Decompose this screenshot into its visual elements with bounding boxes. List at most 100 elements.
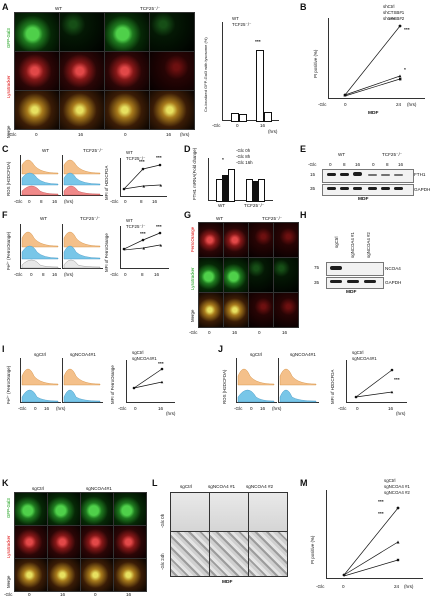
glc-label: -Glc <box>18 406 27 411</box>
micrograph <box>149 12 195 52</box>
protein-label: GAPDH <box>385 280 402 285</box>
bar <box>258 179 265 202</box>
time-label: 0 <box>208 330 211 335</box>
figure-caption: MDF <box>346 290 357 295</box>
time-label: 0 <box>124 272 127 277</box>
plot-frame <box>126 360 175 403</box>
panel-letter: H <box>300 210 307 220</box>
glc-label: -Glc <box>110 272 119 277</box>
band <box>364 280 376 283</box>
col-label-wt: WT <box>216 216 224 221</box>
band <box>340 173 349 176</box>
panel-letter: F <box>2 210 8 220</box>
time-label: 16 <box>126 592 132 597</box>
glc-label: -Glc <box>110 199 119 204</box>
band <box>381 174 390 176</box>
hrs-label: (hrs) <box>64 272 74 277</box>
time-label: 16 <box>52 272 58 277</box>
glc-label: -Glc <box>318 102 327 107</box>
micrograph <box>248 492 288 532</box>
legend-0h: -Glc 0h <box>236 148 251 153</box>
time-label: 16 <box>232 330 238 335</box>
col-label: sgNCOA4 #1 <box>208 484 236 489</box>
band <box>327 187 336 190</box>
col-label-wt: WT <box>40 216 48 221</box>
micrograph <box>273 257 299 293</box>
legend-sgncoa4-1: sgNCOA4 #1 <box>384 484 410 489</box>
plot-frame <box>222 22 279 121</box>
legend-ko: TCF25⁻/⁻ <box>126 156 146 161</box>
significance: *** <box>156 156 162 161</box>
time-label: 16 <box>52 199 58 204</box>
legend-shctsb1: shCTSB#1 <box>383 10 405 15</box>
plot-frame <box>328 18 425 99</box>
band <box>327 173 336 176</box>
hrs-label: (hrs) <box>56 406 66 411</box>
col-label-ko: TCF25⁻/⁻ <box>382 152 403 157</box>
micrograph <box>273 292 299 328</box>
significance: *** <box>255 40 261 45</box>
col-label-ko: TCF25⁻/⁻ <box>83 148 104 153</box>
protein-label: NCOA4 <box>385 266 401 271</box>
time-label: 0 <box>329 162 332 167</box>
legend-shctrl: shCtrl <box>383 4 395 9</box>
legend-shctsb2: shCTSB#2 <box>383 16 405 21</box>
glc-label: -Glc <box>308 162 317 167</box>
time-label: 16 <box>355 162 361 167</box>
panel-letter: K <box>2 478 9 488</box>
western-blot-fth1 <box>322 169 414 183</box>
western-blot-ncoa4 <box>326 262 384 276</box>
significance: *** <box>156 225 162 230</box>
significance: *** <box>389 18 395 23</box>
time-label: 8 <box>140 199 143 204</box>
legend-wt: WT <box>126 150 133 155</box>
plot-frame <box>120 226 169 269</box>
legend-8h: -Glc 8h <box>236 154 251 159</box>
time-label: 0 <box>34 406 37 411</box>
panel-letter: M <box>300 478 308 488</box>
time-label: 0 <box>28 199 31 204</box>
plot-frame <box>326 490 423 579</box>
col-label-ko: TCF25⁻/⁻ <box>140 6 161 11</box>
time-label: 16 <box>260 123 266 128</box>
mw-marker: 35 <box>314 280 320 285</box>
panel-letter: A <box>2 2 9 12</box>
band <box>368 187 377 190</box>
legend-wt: WT <box>126 218 133 223</box>
significance: *** <box>140 232 146 237</box>
time-label: 8 <box>141 272 144 277</box>
time-label: 16 <box>282 330 288 335</box>
glc-label: -Glc <box>14 199 23 204</box>
band <box>347 280 359 283</box>
time-label: 16 <box>44 406 50 411</box>
hrs-label: (hrs) <box>272 406 282 411</box>
panel-letter: B <box>300 2 307 12</box>
time-label: 0 <box>124 132 127 137</box>
col-label: sgNCOA4#1 <box>70 352 96 357</box>
bar <box>231 113 239 122</box>
time-label: 0 <box>258 330 261 335</box>
panel-letter: J <box>218 344 224 354</box>
bar <box>228 169 235 202</box>
legend-sgncoa4: sgNCOA4#1 <box>132 356 157 361</box>
hrs-label: (hrs) <box>64 199 74 204</box>
col-label: sgNCOA4#1 <box>290 352 316 357</box>
figure-caption: MDF <box>222 580 233 585</box>
col-label: sgCtrl <box>34 352 46 357</box>
band <box>330 266 342 270</box>
time-label: 0 <box>30 272 33 277</box>
micrograph <box>248 531 288 577</box>
micrograph <box>14 558 48 592</box>
panel-letter: D <box>184 144 191 154</box>
mw-marker: 75 <box>314 265 320 270</box>
micrograph <box>223 222 249 258</box>
micrograph <box>198 292 224 328</box>
panel-letter: G <box>184 210 192 220</box>
micrograph <box>149 51 195 91</box>
